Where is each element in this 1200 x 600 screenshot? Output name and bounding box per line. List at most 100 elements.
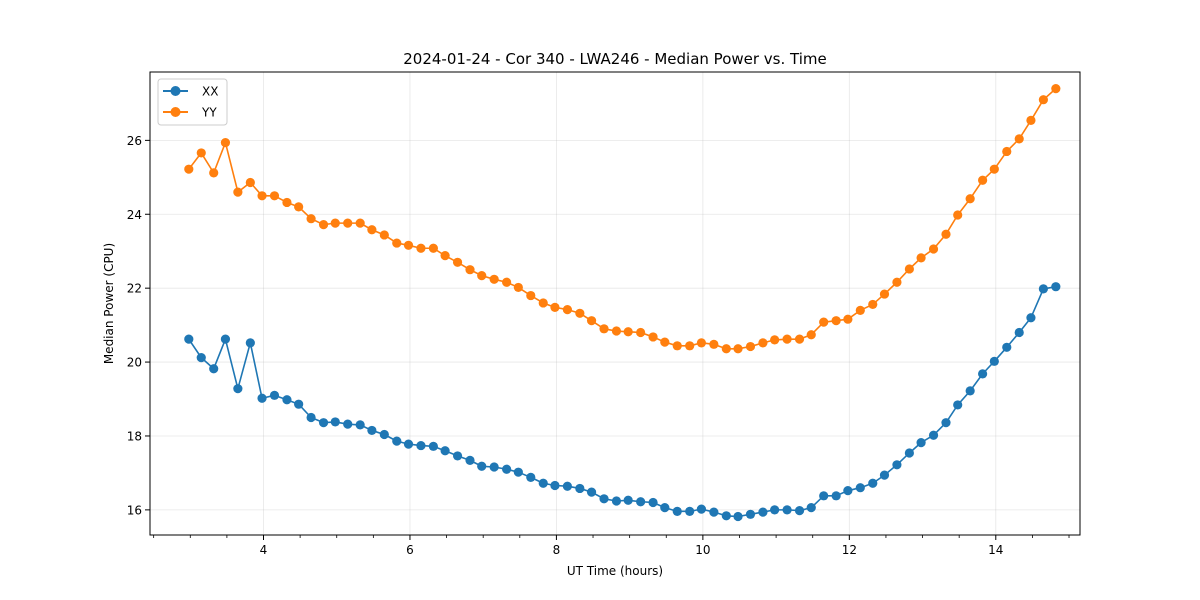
series-xx-point: [879, 470, 890, 480]
series-xx-point: [1014, 327, 1024, 338]
series-yy-point: [1002, 146, 1012, 157]
series-yy-point: [1026, 115, 1036, 126]
series-xx-point: [392, 436, 402, 446]
series-yy-point: [709, 339, 719, 349]
series-yy-point: [513, 282, 523, 293]
series-xx-point: [184, 334, 194, 344]
legend: XX YY: [157, 78, 228, 126]
series-yy-point: [306, 214, 316, 224]
series-xx-point: [892, 460, 902, 470]
series-yy-point: [403, 240, 414, 250]
series-yy-point: [916, 253, 926, 263]
x-tick-label: 10: [695, 543, 710, 557]
series-yy-point: [855, 305, 865, 315]
series-yy-point: [721, 344, 731, 354]
series-yy-point: [782, 334, 792, 344]
series-xx-point: [636, 497, 646, 507]
series-xx-point: [819, 491, 829, 501]
series-yy-point: [1038, 95, 1048, 105]
series-yy-point: [843, 314, 853, 324]
series-xx-point: [477, 461, 487, 471]
series-yy-point: [978, 175, 988, 185]
series-yy-point: [440, 251, 450, 261]
y-tick-label: 22: [127, 282, 142, 296]
legend-xx-marker: [170, 86, 181, 96]
series-xx-point: [709, 507, 719, 517]
series-xx-point: [660, 503, 670, 513]
legend-xx-label: XX: [202, 85, 218, 99]
series-yy-point: [831, 316, 841, 326]
series-xx-point: [1038, 284, 1048, 294]
series-xx-point: [794, 506, 805, 516]
series-yy-point: [928, 244, 939, 254]
series-yy-point: [452, 257, 463, 267]
series-xx-point: [696, 504, 707, 514]
series-xx-point: [831, 491, 841, 501]
series-xx-point: [233, 384, 243, 394]
series-yy-point: [269, 191, 280, 201]
series-xx-point: [989, 356, 999, 366]
series-yy-point: [318, 220, 329, 230]
legend-yy-marker: [170, 107, 181, 117]
series-xx-point: [502, 464, 512, 474]
series-xx-point: [196, 353, 206, 363]
series-yy-point: [806, 330, 816, 340]
series-yy-point: [745, 341, 756, 352]
series-xx-point: [782, 505, 792, 515]
chart-title: 2024-01-24 - Cor 340 - LWA246 - Median P…: [403, 50, 827, 68]
x-axis-label: UT Time (hours): [567, 564, 663, 578]
series-xx-point: [416, 440, 426, 451]
series-yy-point: [819, 317, 829, 327]
series-xx-point: [843, 486, 853, 496]
series-yy-point: [502, 277, 512, 287]
series-xx-point: [611, 496, 622, 506]
x-tick-label: 6: [406, 543, 414, 557]
series-xx-point: [440, 446, 450, 456]
series-xx-point: [269, 390, 280, 400]
series-xx-point: [257, 393, 267, 403]
series-yy-point: [220, 137, 231, 148]
series-yy-point: [758, 338, 768, 348]
series-xx-point: [403, 439, 414, 449]
series-xx-point: [672, 506, 682, 516]
series-xx-point: [245, 338, 255, 348]
series-xx-point: [623, 495, 633, 505]
y-tick-label: 26: [127, 134, 142, 148]
series-yy-point: [1014, 134, 1024, 144]
series-yy-point: [282, 197, 292, 208]
series-yy-point: [965, 194, 975, 204]
series-xx-point: [758, 507, 768, 517]
series-xx-point: [367, 425, 377, 436]
series-yy-point: [562, 305, 573, 315]
plot-frame: [149, 71, 1081, 536]
series-yy-point: [355, 218, 365, 228]
series-yy-point: [953, 210, 963, 220]
x-tick-label: 4: [260, 543, 268, 557]
series-xx-point: [721, 511, 731, 521]
series-xx-point: [599, 494, 609, 504]
series-xx-point: [355, 420, 365, 430]
series-yy-point: [989, 164, 999, 174]
series-yy-point: [538, 298, 548, 308]
series-yy-point: [648, 332, 658, 342]
series-yy-point: [257, 191, 267, 201]
series-yy-point: [184, 164, 194, 174]
series-xx-point: [685, 506, 695, 516]
series-yy-point: [672, 341, 682, 351]
series-yy-point: [489, 274, 499, 284]
series-xx-point: [868, 478, 878, 488]
series-yy-point: [477, 271, 487, 281]
series-yy-point: [941, 229, 951, 239]
series-xx-point: [294, 399, 304, 409]
y-axis-label: Median Power (CPU): [102, 243, 116, 364]
x-tick-label: 14: [988, 543, 1003, 557]
series-xx-point: [1026, 313, 1036, 323]
series-yy-point: [526, 290, 536, 301]
series-xx-point: [343, 419, 353, 429]
series-yy-point: [733, 344, 743, 354]
series-xx-point: [452, 451, 463, 461]
axes-ticks: 4 6 8 10 12 14 16 18 20 22 24 26: [127, 134, 1070, 557]
series-xx-point: [575, 483, 585, 494]
series-xx-point: [904, 448, 914, 458]
